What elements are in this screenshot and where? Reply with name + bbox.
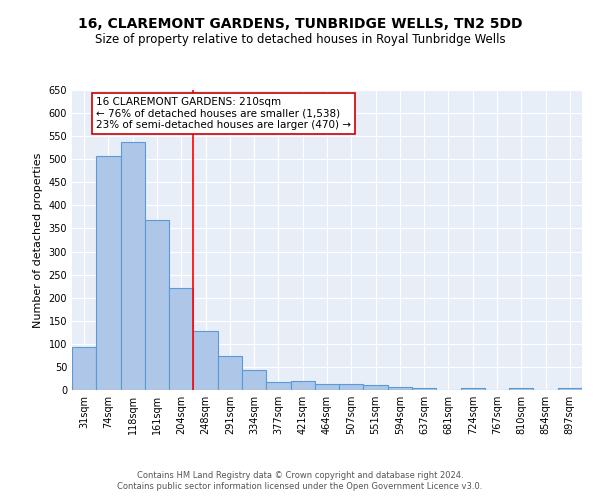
Bar (121, 142, 145, 390)
Bar (145, 220, 169, 390)
Bar (266, 382, 290, 390)
Bar (315, 384, 339, 390)
Bar (96, 156, 121, 390)
Text: Contains HM Land Registry data © Crown copyright and database right 2024.: Contains HM Land Registry data © Crown c… (137, 471, 463, 480)
Bar (461, 388, 485, 390)
Text: Size of property relative to detached houses in Royal Tunbridge Wells: Size of property relative to detached ho… (95, 32, 505, 46)
Bar (169, 288, 193, 390)
Bar (364, 386, 388, 390)
Bar (412, 388, 436, 390)
Text: 16, CLAREMONT GARDENS, TUNBRIDGE WELLS, TN2 5DD: 16, CLAREMONT GARDENS, TUNBRIDGE WELLS, … (78, 18, 522, 32)
Bar (290, 381, 315, 390)
Bar (509, 388, 533, 390)
Bar (339, 384, 364, 390)
Bar (388, 387, 412, 390)
Bar (242, 370, 266, 390)
Bar (558, 388, 582, 390)
Bar (193, 332, 218, 390)
Y-axis label: Number of detached properties: Number of detached properties (33, 152, 43, 328)
Text: Contains public sector information licensed under the Open Government Licence v3: Contains public sector information licen… (118, 482, 482, 491)
Text: 16 CLAREMONT GARDENS: 210sqm
← 76% of detached houses are smaller (1,538)
23% of: 16 CLAREMONT GARDENS: 210sqm ← 76% of de… (96, 97, 351, 130)
Bar (218, 356, 242, 390)
Bar (72, 347, 96, 390)
